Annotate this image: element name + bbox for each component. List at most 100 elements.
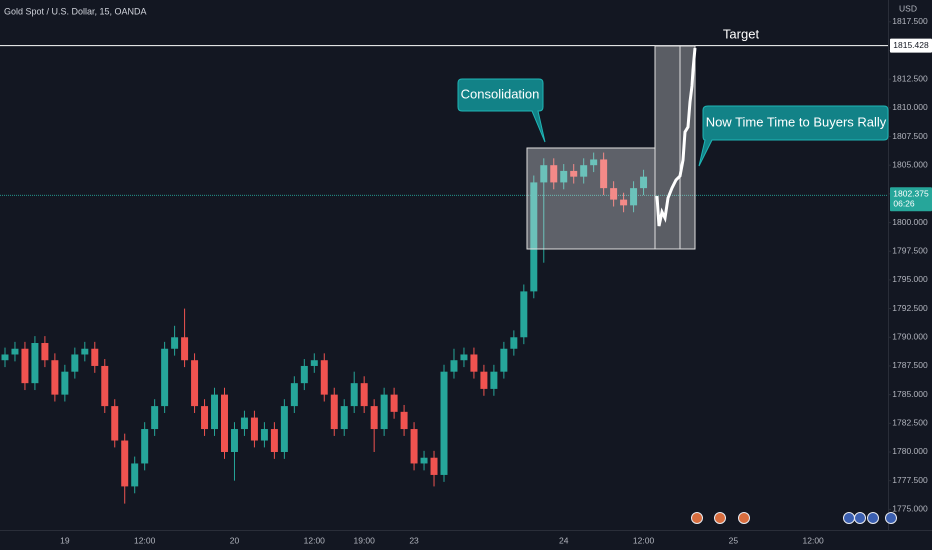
x-tick-label: 20 — [230, 535, 240, 545]
candle-body — [41, 343, 49, 361]
candle-body — [370, 406, 378, 430]
x-tick-label: 25 — [729, 535, 739, 545]
candle-body — [280, 406, 288, 452]
candle-body — [91, 348, 99, 366]
x-tick-label: 19 — [60, 535, 70, 545]
candle-body — [340, 406, 348, 430]
y-tick-label: 1775.000 — [892, 504, 928, 514]
candle-body — [1, 354, 9, 361]
y-tick-label: 1817.500 — [892, 16, 928, 26]
candle-body — [161, 348, 169, 407]
candle-body — [121, 440, 129, 487]
countdown-label: 06:26 — [893, 199, 915, 209]
y-tick-label: 1797.500 — [892, 245, 928, 255]
event-icon[interactable] — [843, 512, 855, 524]
candle-body — [440, 371, 448, 475]
candle-body — [191, 360, 199, 407]
candle-body — [560, 170, 568, 183]
chart-title: Gold Spot / U.S. Dollar, 15, OANDA — [4, 6, 147, 16]
candle-body — [181, 337, 189, 361]
candle-body — [400, 411, 408, 430]
candle-body — [380, 394, 388, 430]
candle-body — [540, 165, 548, 183]
callout-bubble — [698, 105, 889, 167]
price-lines — [0, 45, 888, 196]
candle-body — [230, 429, 238, 452]
candle-body — [51, 360, 59, 395]
x-tick-label: 12:00 — [134, 535, 156, 545]
candle-body — [141, 429, 149, 464]
candle-body — [430, 457, 438, 475]
candle-body — [450, 360, 458, 372]
y-tick-label: 1800.000 — [892, 217, 928, 227]
candle-body — [221, 394, 228, 452]
candle-body — [500, 348, 508, 372]
y-tick-label: 1805.000 — [892, 159, 928, 169]
y-tick-label: 1780.000 — [892, 446, 928, 456]
event-icon[interactable] — [854, 512, 866, 524]
target-price-label: 1815.428 — [893, 40, 929, 50]
x-tick-label: 12:00 — [633, 535, 655, 545]
candle-body — [410, 429, 418, 464]
candle-body — [240, 417, 248, 430]
axes: 1775.000 1777.500 1780.000 1782.500 1785.000… — [60, 16, 928, 545]
y-tick-label: 1790.000 — [892, 332, 928, 342]
callout-text: Now Time Time to Buyers Rally — [706, 114, 887, 129]
candle-body — [620, 199, 628, 206]
y-tick-label: 1782.500 — [892, 418, 928, 428]
event-icon[interactable] — [738, 512, 750, 524]
y-tick-label: 1795.000 — [892, 274, 928, 284]
candle-body — [61, 371, 69, 395]
candle-body — [290, 383, 298, 407]
event-icon[interactable] — [867, 512, 879, 524]
rally-callout: Now Time Time to Buyers Rally — [698, 105, 889, 167]
candle-body — [420, 457, 428, 464]
consolidation-callout: Consolidation — [457, 78, 546, 143]
candle-body — [330, 394, 338, 430]
candle-body — [350, 383, 358, 407]
y-tick-label: 1785.000 — [892, 389, 928, 399]
candle-body — [11, 348, 19, 355]
candle-body — [600, 159, 608, 189]
candle-body — [260, 429, 268, 441]
candle-body — [530, 182, 538, 292]
candle-body — [250, 417, 258, 441]
candle-body — [550, 165, 558, 183]
candle-body — [300, 365, 308, 384]
candle-body — [31, 343, 39, 384]
event-icon[interactable] — [691, 512, 703, 524]
candle-body — [640, 176, 648, 189]
candle-body — [590, 159, 598, 166]
candle-body — [570, 170, 578, 177]
candle-body — [171, 337, 179, 349]
candle-body — [310, 360, 318, 366]
event-icon[interactable] — [885, 512, 897, 524]
y-tick-label: 1812.500 — [892, 73, 928, 83]
candle-body — [580, 165, 588, 177]
last-price-label-bg — [890, 187, 932, 212]
projection-path — [655, 47, 697, 227]
y-tick-label: 1807.500 — [892, 131, 928, 141]
candle-body — [630, 188, 638, 206]
candle-body — [610, 188, 618, 200]
candle-body — [470, 354, 478, 372]
event-icon[interactable] — [714, 512, 726, 524]
candle-body — [360, 383, 368, 407]
x-tick-label: 19:00 — [354, 535, 376, 545]
y-tick-label: 1810.000 — [892, 102, 928, 112]
x-tick-label: 12:00 — [803, 535, 825, 545]
y-tick-label: 1792.500 — [892, 303, 928, 313]
candle-body — [131, 463, 139, 487]
candle-body — [211, 394, 219, 430]
candle-body — [111, 406, 119, 441]
currency-label: USD — [899, 3, 917, 13]
candle-body — [270, 429, 278, 452]
callout-text: Consolidation — [461, 86, 540, 101]
candle-body — [510, 337, 518, 349]
candle-body — [151, 406, 159, 430]
candle-body — [480, 371, 488, 389]
candle-body — [390, 394, 398, 412]
candle-body — [101, 365, 109, 407]
